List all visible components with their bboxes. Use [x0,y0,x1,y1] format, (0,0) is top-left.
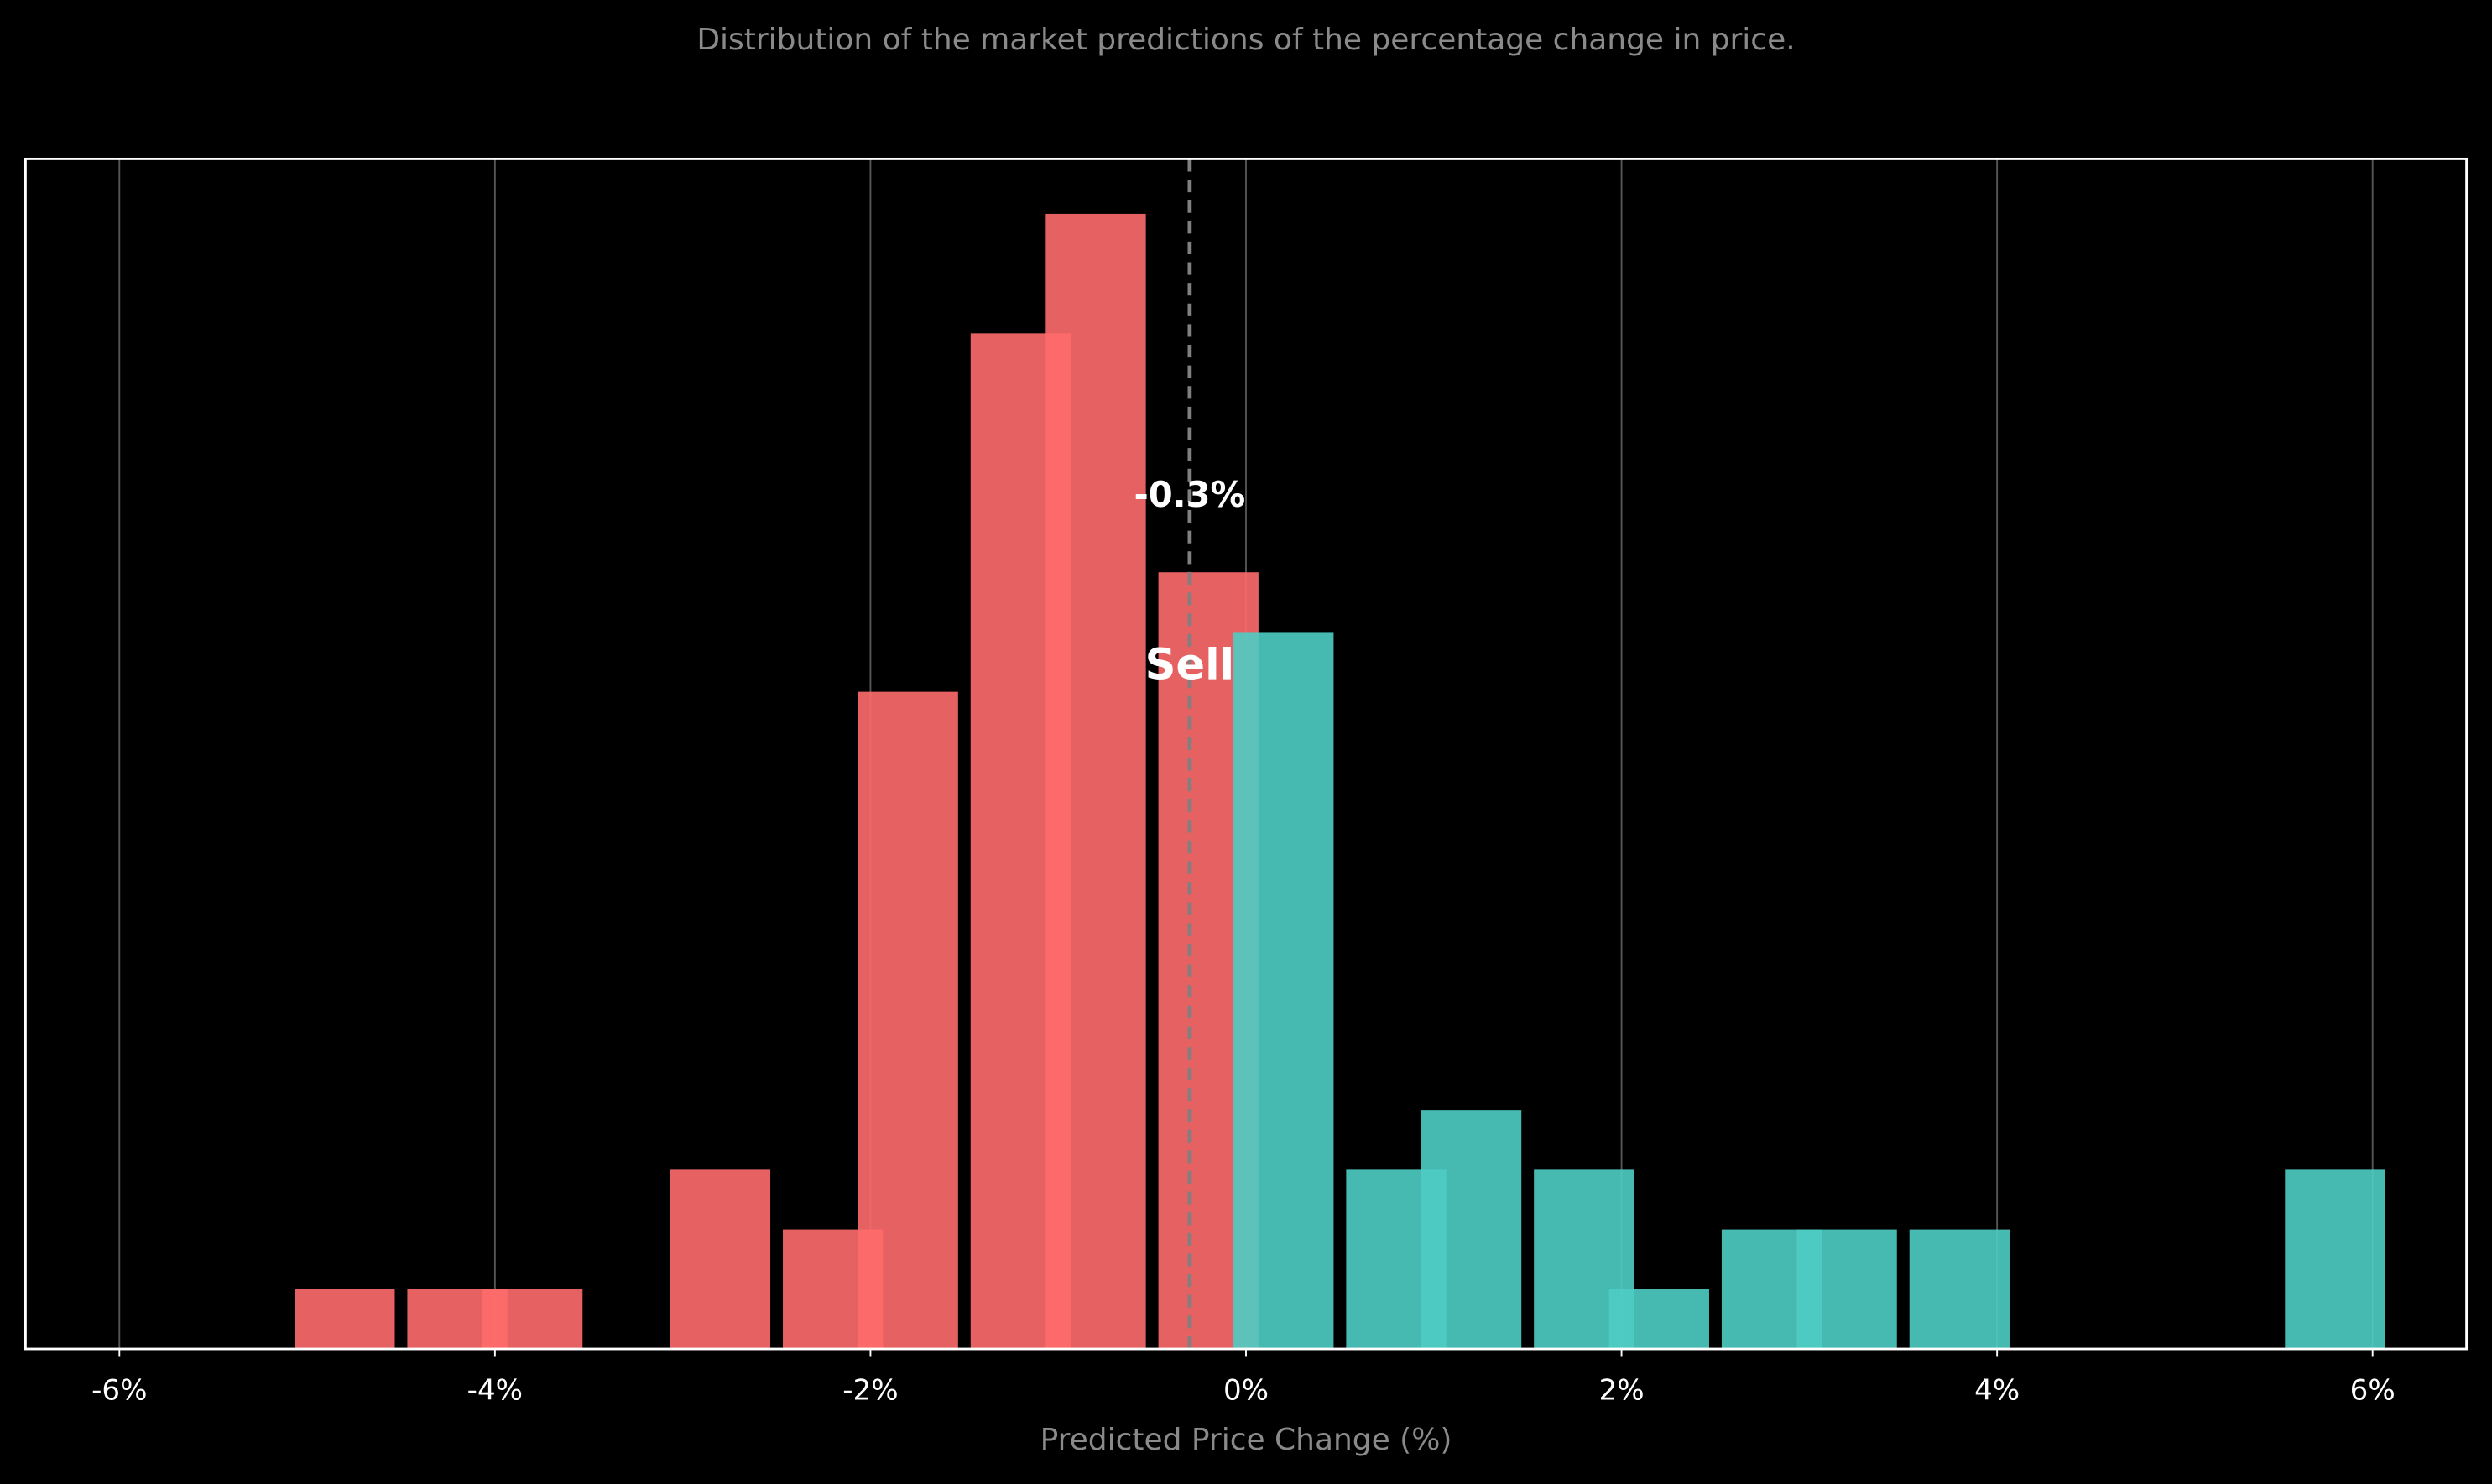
bar [1233,632,1334,1350]
x-tick-label: -6% [91,1374,147,1408]
signal-label: Sell [1145,640,1235,690]
bar [670,1169,771,1350]
bar [1045,213,1146,1350]
bar [2285,1169,2385,1350]
x-tick-label: -4% [467,1374,523,1408]
mean-label: -0.3% [1134,474,1245,515]
x-tick-label: 2% [1599,1374,1645,1408]
bar [1608,1289,1709,1350]
x-tick-label: -2% [842,1374,898,1408]
x-axis-label: Predicted Price Change (%) [1040,1423,1452,1457]
x-tick-label: 0% [1223,1374,1269,1408]
x-tick-label: 4% [1974,1374,2020,1408]
annotations: -0.3% Sell [1134,159,1245,1350]
bar [1909,1229,2010,1350]
bar [1796,1229,1897,1350]
x-tick-label: 6% [2350,1374,2396,1408]
chart-title: Distribution of the market predictions o… [696,23,1795,57]
bars [295,213,2385,1350]
bar [858,691,958,1350]
bar [482,1289,583,1350]
bar [1421,1110,1522,1350]
bar [295,1289,395,1350]
plot-frame [23,157,2469,1351]
